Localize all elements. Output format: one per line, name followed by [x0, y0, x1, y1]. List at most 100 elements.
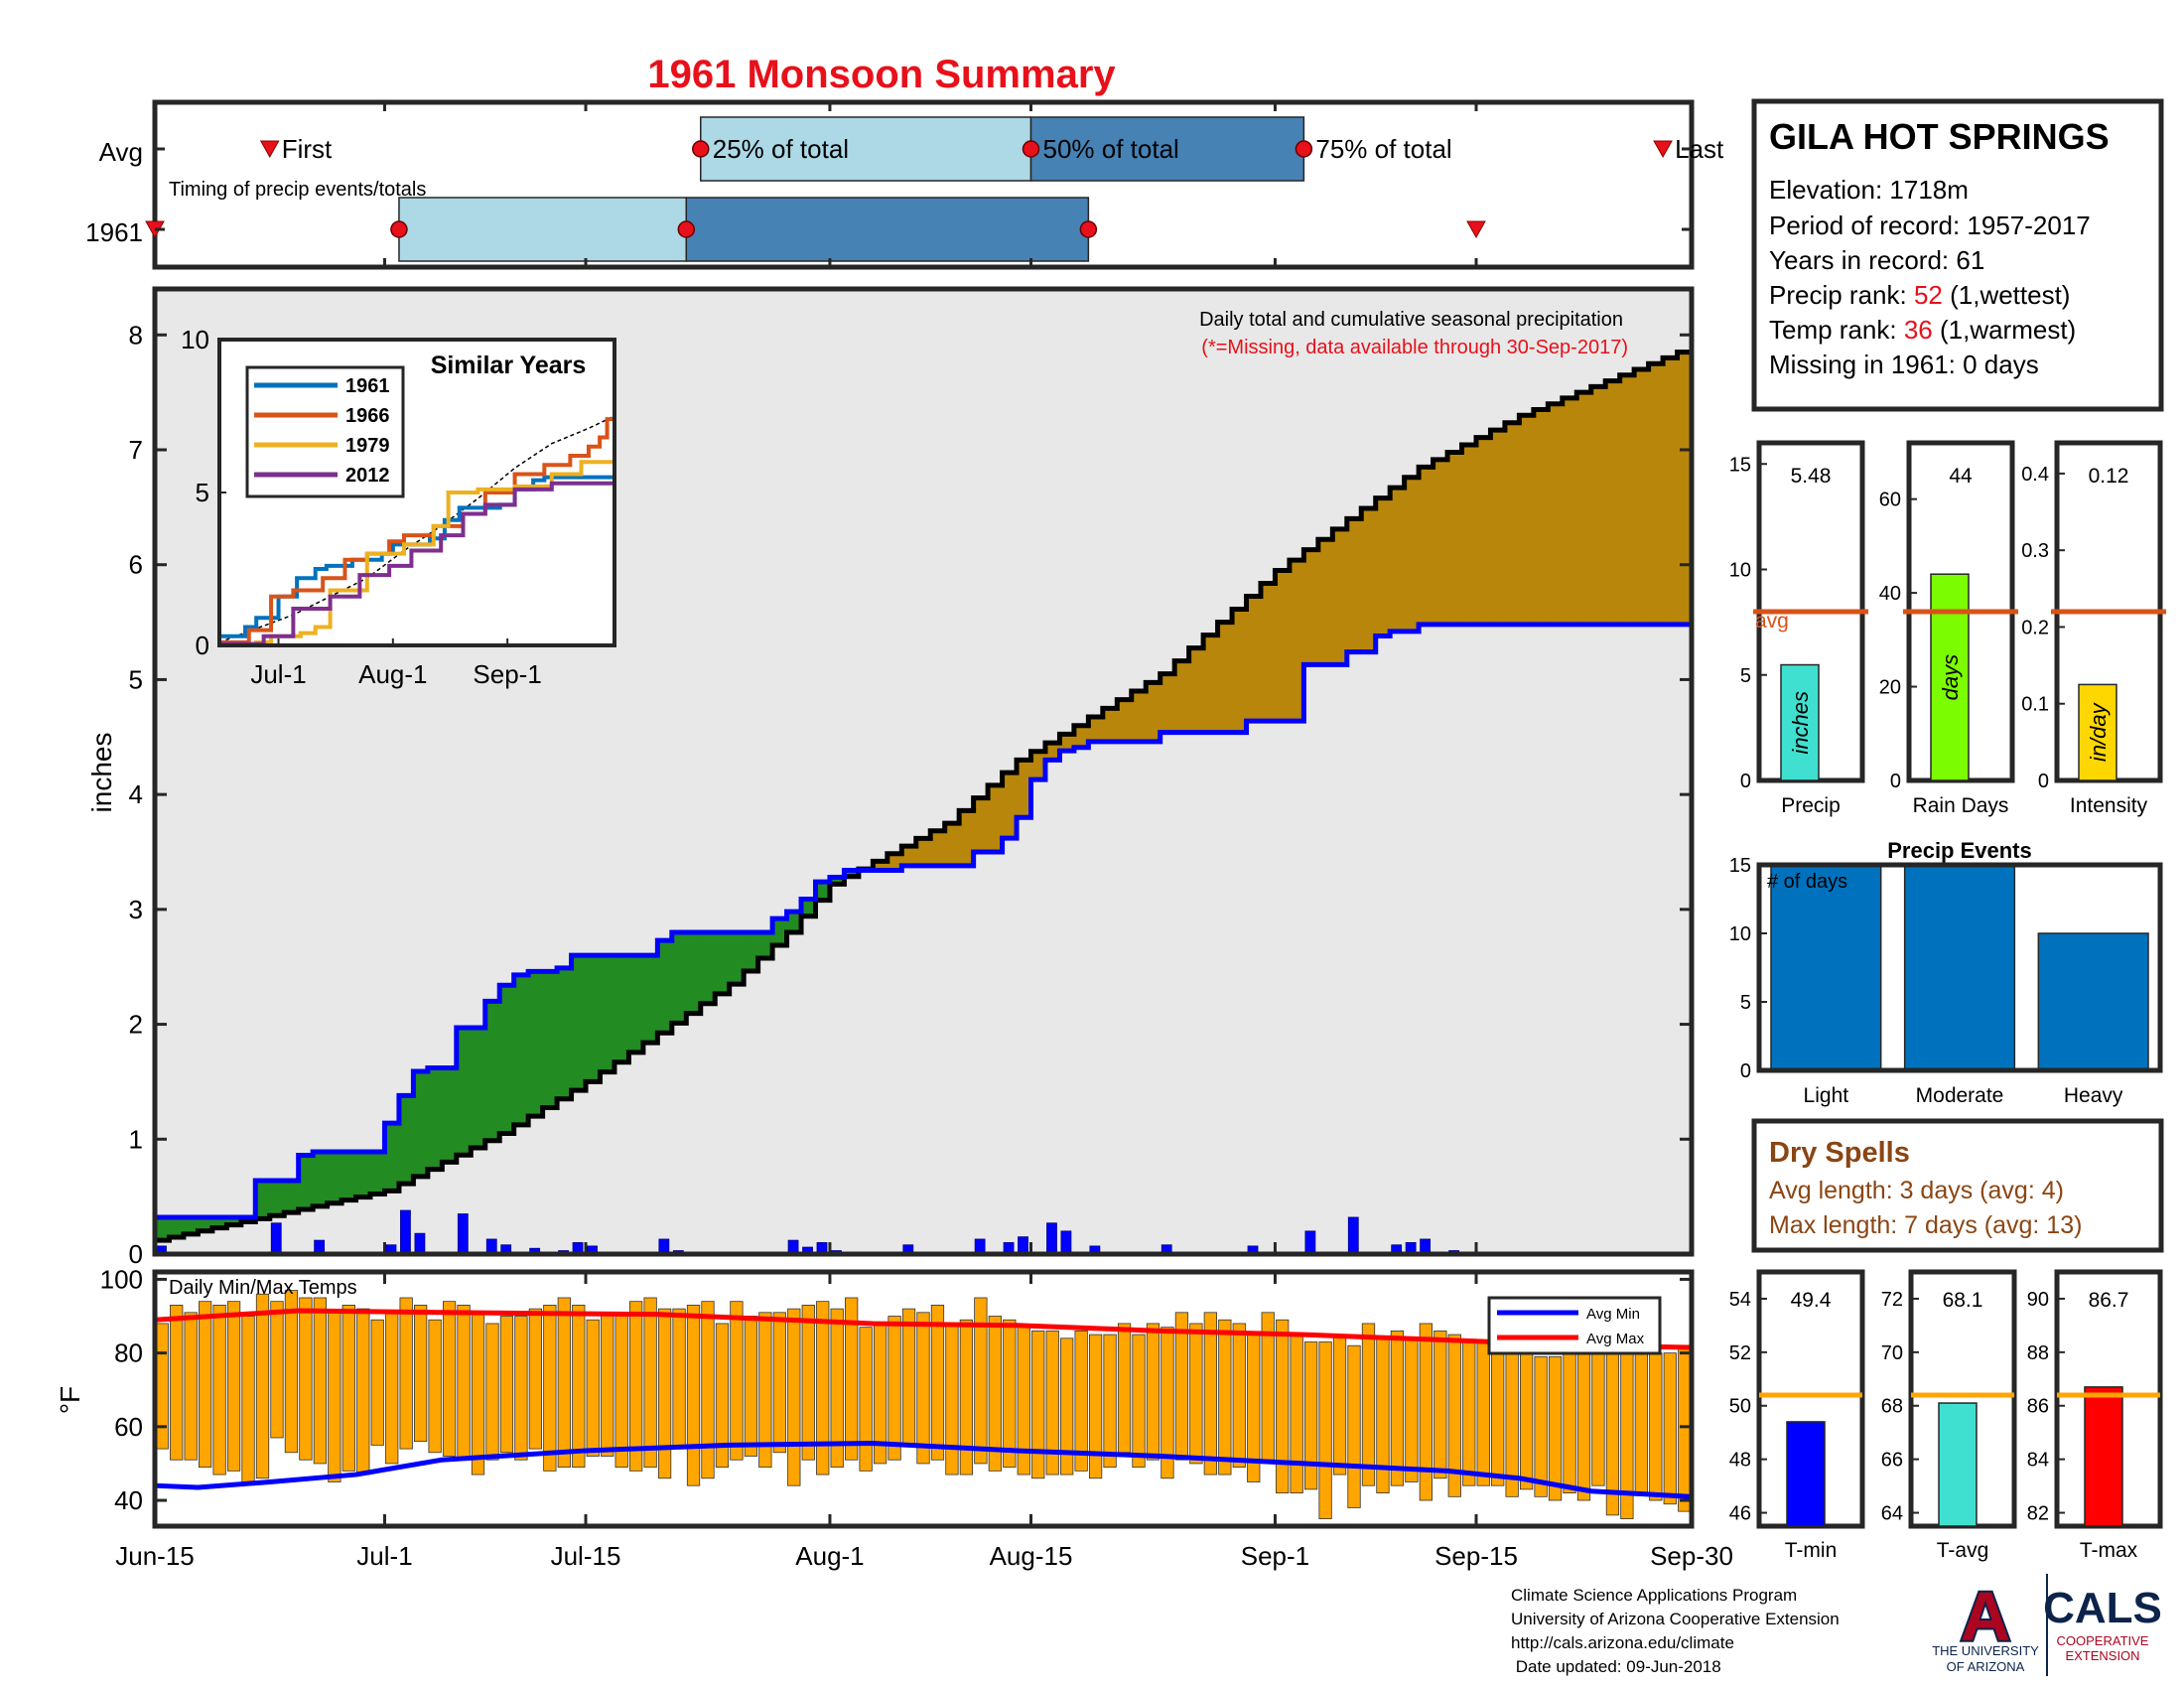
below-average-area [1188, 647, 1204, 733]
dry-spells-avg-length: Avg length: 3 days (avg: 4) [1769, 1177, 2064, 1204]
average-cumulative-line [155, 350, 1692, 1243]
below-average-area [1217, 622, 1233, 733]
temps-y-tick-label: 60 [114, 1412, 143, 1442]
timing-row-avg-label: Avg [99, 137, 143, 167]
station-info-box: GILA HOT SPRINGS Elevation: 1718m Period… [1751, 98, 2164, 412]
above-average-area [557, 967, 573, 1099]
below-average-area [1131, 691, 1147, 742]
above-average-area [642, 955, 658, 1044]
daily-temp-range-bar [399, 1297, 413, 1450]
temps-legend [1487, 1296, 1662, 1355]
station-temp-rank: Temp rank: 36 (1,warmest) [1769, 315, 2076, 345]
daily-temp-range-bar [557, 1297, 571, 1469]
above-average-area [729, 932, 745, 985]
daily-temp-range-bar [199, 1301, 212, 1469]
below-average-area [930, 830, 946, 866]
cals-wordmark: CALS [2043, 1584, 2162, 1632]
below-average-area [1203, 634, 1219, 733]
temp-summary-y-tick-label: 70 [1881, 1342, 1903, 1364]
summary-y-tick-label: 0 [2038, 771, 2049, 792]
above-average-area [313, 1152, 329, 1206]
avg-q25-marker [692, 140, 710, 158]
timing-panel: Avg 1961 Timing of precip events/totals … [85, 99, 1724, 270]
daily-temp-range-bar [1290, 1334, 1303, 1494]
above-average-area [442, 1067, 458, 1163]
below-average-area [1634, 369, 1650, 625]
daily-temp-range-bar [1649, 1352, 1663, 1501]
above-average-area [815, 882, 831, 901]
above-average-area [671, 932, 687, 1024]
daily-temp-range-bar [1390, 1330, 1405, 1486]
daily-temp-range-bar [1203, 1312, 1217, 1476]
daily-temp-range-bar [499, 1316, 514, 1454]
below-average-area [1160, 673, 1175, 733]
dry-spells-frame [1751, 1118, 2164, 1253]
temp-summary-x-label-1: T-avg [1937, 1539, 1989, 1562]
below-average-area [1303, 549, 1319, 665]
above-average-area [298, 1155, 314, 1210]
daily-temp-range-bar [901, 1308, 916, 1446]
station-period: Period of record: 1957-2017 [1769, 211, 2091, 240]
temp-summary-y-tick-label: 90 [2027, 1289, 2049, 1311]
daily-temp-range-bar [356, 1308, 370, 1476]
main-y-tick-label: 1 [129, 1124, 143, 1154]
daily-temp-range-bar [730, 1301, 744, 1461]
daily-precip-bar [457, 1213, 469, 1255]
events-bar-Moderate [1903, 864, 2016, 1071]
daily-temp-range-bar [586, 1319, 600, 1457]
dry-spells-box: Dry Spells Avg length: 3 days (avg: 4) M… [1751, 1118, 2164, 1253]
university-of-arizona-logo: A THE UNIVERSITY OF ARIZONA [1932, 1576, 2039, 1674]
date-axis-label: Sep-15 [1434, 1541, 1518, 1571]
below-average-area [1433, 459, 1448, 625]
ua-block-a: A [1961, 1578, 2011, 1655]
summary-y-tick-label: 20 [1879, 677, 1901, 699]
above-average-area [183, 1216, 200, 1234]
daily-temp-range-bar [1276, 1319, 1290, 1494]
daily-temp-range-bar [1361, 1323, 1376, 1486]
above-average-area [571, 955, 587, 1091]
above-average-area [169, 1216, 185, 1238]
inset-x-tick-label: Sep-1 [473, 659, 541, 689]
daily-temp-range-bar [715, 1323, 730, 1469]
daily-precip-bar [1018, 1236, 1028, 1255]
daily-temp-range-bar [1476, 1341, 1490, 1486]
temp-summary-y-tick-label: 68 [1881, 1396, 1903, 1418]
daily-temp-range-bar [485, 1323, 499, 1461]
above-average-area [370, 1152, 386, 1195]
daily-temp-range-bar [255, 1293, 270, 1479]
avg-first-marker [259, 140, 280, 159]
avg-last-marker [1653, 140, 1673, 159]
station-elevation: Elevation: 1718m [1769, 175, 1969, 205]
temp-summary-bar-T-max [2084, 1386, 2123, 1527]
below-average-area [1317, 539, 1333, 665]
footer-line-2: University of Arizona Cooperative Extens… [1511, 1610, 1840, 1628]
station-years: Years in record: 61 [1769, 245, 1984, 275]
daily-temp-range-bar [212, 1304, 226, 1476]
summary-y-tick-label: 0.1 [2021, 694, 2049, 716]
summary-y-tick-label: 15 [1729, 454, 1751, 476]
date-axis-label: Jun-15 [115, 1541, 195, 1571]
daily-temp-range-bar [1462, 1341, 1476, 1486]
avg-min-line [154, 1441, 1693, 1499]
daily-temp-range-bar [816, 1301, 830, 1476]
daily-temp-range-bar [859, 1327, 873, 1472]
inset-y-tick-label: 5 [196, 478, 209, 507]
date-axis-label: Sep-30 [1650, 1541, 1733, 1571]
temps-title: Daily Min/Max Temps [169, 1277, 357, 1299]
below-average-area [1361, 508, 1377, 652]
daily-temp-range-bar [1519, 1344, 1534, 1490]
timing-frame [152, 99, 1695, 270]
summary-bar-0 [1780, 663, 1820, 781]
below-average-area [1044, 743, 1061, 761]
station-missing: Missing in 1961: 0 days [1769, 350, 2039, 379]
temp-summary-bar-T-min [1786, 1421, 1826, 1527]
daily-temp-range-bar [1332, 1334, 1347, 1476]
daily-temp-range-bar [428, 1319, 442, 1454]
above-average-area [757, 932, 773, 959]
summary-y-tick-label: 40 [1879, 583, 1901, 605]
main-note: Daily total and cumulative seasonal prec… [1199, 309, 1623, 331]
avg-q75-marker [1295, 140, 1313, 158]
inset-legend-label-1979: 1979 [345, 435, 390, 457]
ua-text-line-1: THE UNIVERSITY [1932, 1643, 2039, 1658]
daily-temp-range-bar [1088, 1334, 1103, 1479]
